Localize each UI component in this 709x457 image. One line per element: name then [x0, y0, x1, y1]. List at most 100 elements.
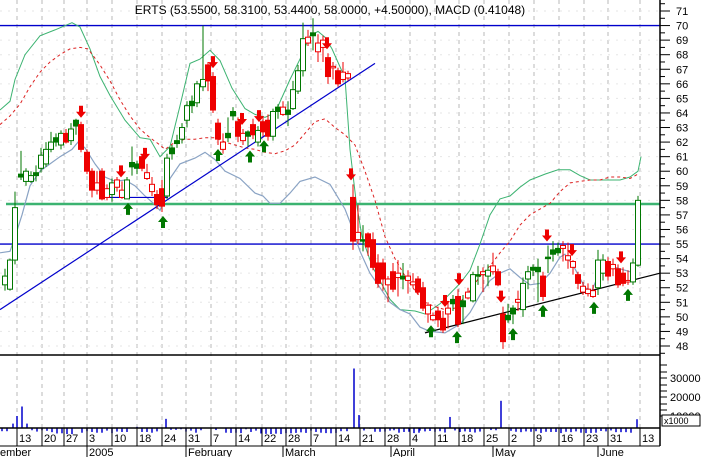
price-tick-label: 62 [676, 137, 688, 149]
candle [63, 132, 69, 143]
candle [575, 274, 581, 284]
candle [43, 148, 49, 165]
price-tick-label: 69 [676, 35, 688, 47]
month-label: 2005 [89, 447, 113, 457]
candle [7, 259, 13, 290]
buy-arrow-icon [123, 202, 133, 215]
date-tick-label: 28 [387, 433, 399, 445]
candle [295, 70, 301, 92]
candle [390, 271, 396, 290]
price-tick-label: 71 [676, 6, 688, 18]
candle [205, 64, 211, 82]
candle [545, 256, 551, 260]
candle [84, 151, 90, 172]
candle [285, 109, 291, 115]
candle [630, 262, 636, 283]
candle [200, 78, 206, 88]
date-tick-label: 13 [19, 433, 31, 445]
candle [495, 271, 501, 286]
date-tick-label: 25 [486, 433, 498, 445]
candle [570, 261, 576, 268]
candle [310, 32, 316, 37]
price-tick-label: 63 [676, 123, 688, 135]
sell-arrow-icon [496, 290, 506, 303]
candle [590, 290, 596, 297]
candle [194, 83, 200, 104]
month-label: February [188, 447, 233, 457]
candle [515, 298, 521, 303]
candle [605, 261, 611, 277]
date-tick-label: 2 [511, 433, 517, 445]
price-tick-label: 49 [676, 326, 688, 338]
date-tick-label: 22 [264, 433, 276, 445]
candle [620, 272, 626, 284]
date-tick-label: 10 [114, 433, 126, 445]
date-tick-label: 14 [238, 433, 250, 445]
candle [330, 65, 336, 69]
candle [610, 263, 616, 270]
date-tick-label: 20 [44, 433, 56, 445]
volume-unit-label: x1000 [664, 416, 689, 426]
candle [78, 124, 84, 150]
buy-arrow-icon [452, 331, 462, 344]
price-tick-label: 58 [676, 195, 688, 207]
price-tick-label: 53 [676, 268, 688, 280]
candle [255, 129, 261, 143]
price-tick-label: 48 [676, 341, 688, 353]
candle [460, 300, 466, 308]
price-tick-label: 65 [676, 93, 688, 105]
candle [440, 317, 446, 331]
candle [149, 183, 155, 193]
volume-tick-label: 20000 [670, 392, 701, 404]
candle [485, 269, 491, 277]
price-tick-label: 67 [676, 64, 688, 76]
date-tick-label: 31 [610, 433, 622, 445]
buy-arrow-icon [245, 150, 255, 163]
candle [215, 122, 221, 140]
candle [119, 189, 125, 198]
buy-arrow-icon [538, 304, 548, 317]
candle [250, 124, 256, 136]
candle [189, 100, 195, 107]
candle [425, 304, 431, 315]
volume-axis: 300002000010000x1000 [660, 364, 701, 427]
candle [315, 42, 321, 53]
candle [109, 182, 115, 196]
chart-title: ERTS (53.5500, 58.3100, 53.4400, 58.0000… [134, 3, 526, 17]
candle [355, 231, 361, 241]
candle [184, 105, 190, 121]
month-label: ember [0, 447, 32, 457]
candle [340, 71, 346, 80]
date-tick-label: 16 [561, 433, 573, 445]
candle [420, 287, 426, 309]
candle [540, 275, 546, 297]
price-tick-label: 57 [676, 210, 688, 222]
candle [580, 285, 586, 293]
month-label: March [285, 447, 316, 457]
price-tick-label: 52 [676, 283, 688, 295]
candle [345, 73, 351, 79]
price-tick-label: 66 [676, 79, 688, 91]
sell-arrow-icon [322, 37, 332, 50]
candle [585, 288, 591, 295]
candle [520, 282, 526, 311]
candle [139, 156, 145, 169]
candle [435, 310, 441, 321]
signal-arrows [76, 37, 633, 344]
candle [365, 233, 371, 248]
candle [410, 281, 416, 286]
candle [615, 268, 621, 286]
candle [600, 259, 606, 274]
candle [490, 265, 496, 273]
candle [270, 111, 276, 137]
candle [370, 239, 376, 268]
upper-band [0, 22, 642, 315]
moving-average [0, 46, 639, 311]
candle [560, 245, 566, 249]
date-tick-label: 18 [461, 433, 473, 445]
sell-arrow-icon [542, 229, 552, 242]
candle [225, 132, 231, 139]
volume-tick-label: 30000 [670, 373, 701, 385]
buy-arrow-icon [213, 149, 223, 161]
